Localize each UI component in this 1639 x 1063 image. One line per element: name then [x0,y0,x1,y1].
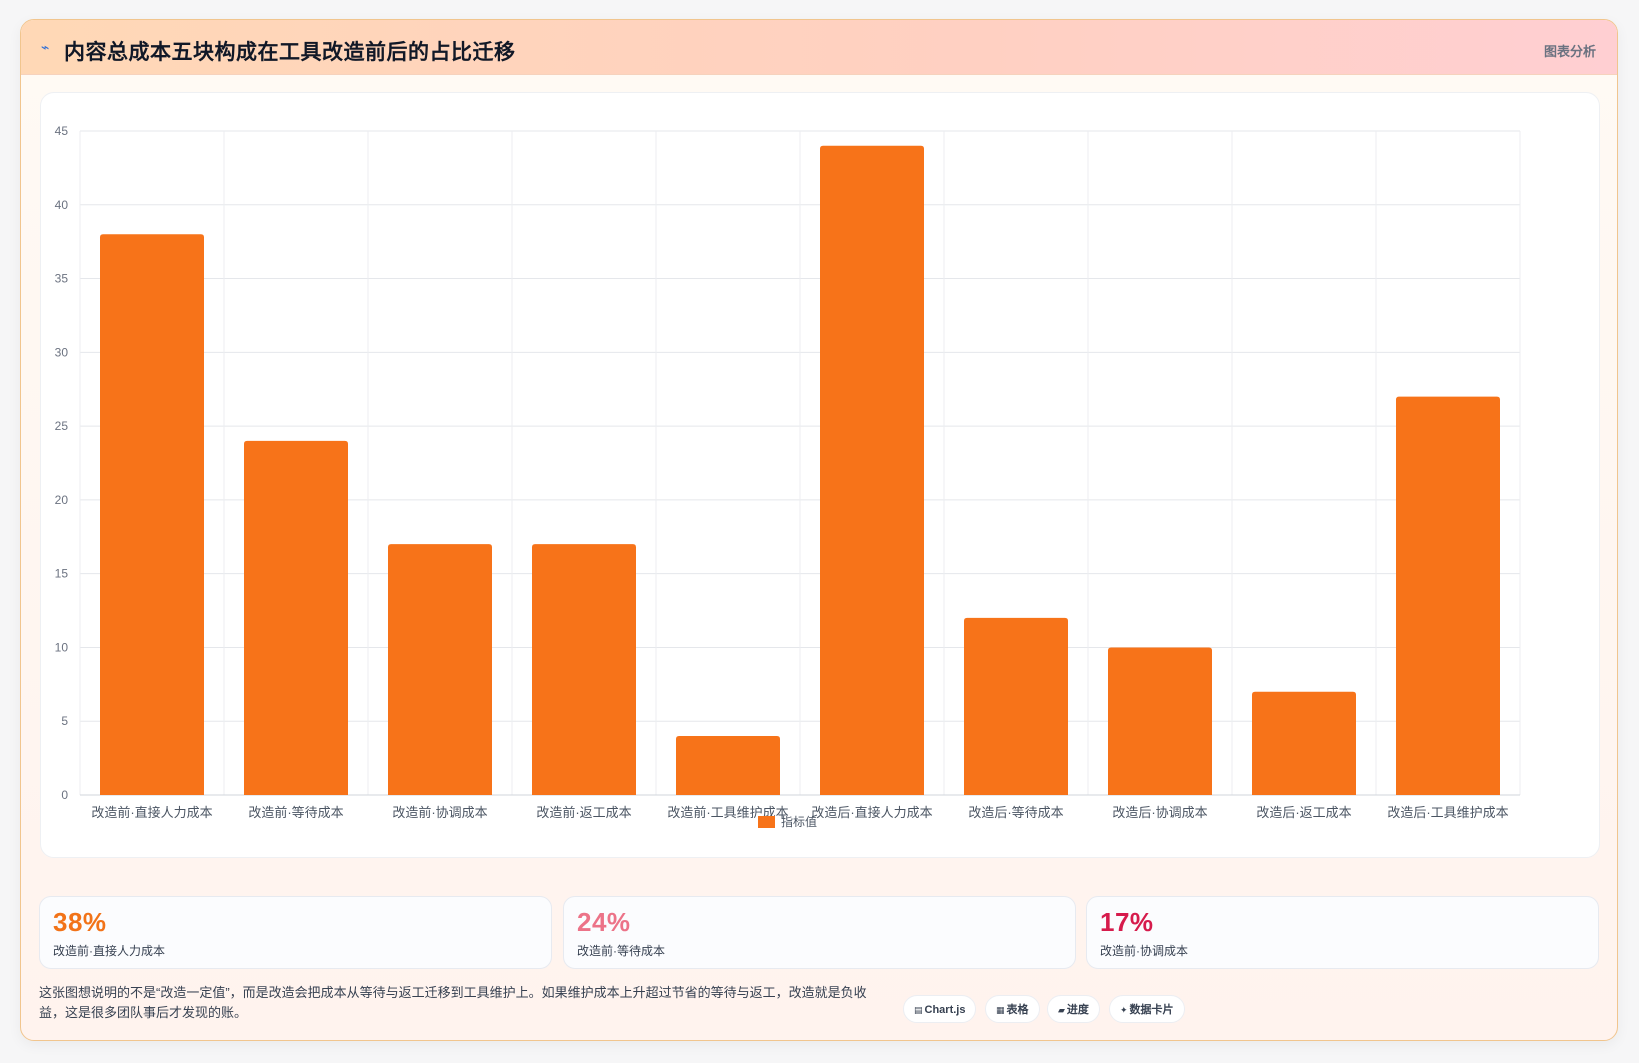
chart-analysis-badge: 图表分析 [1543,44,1596,59]
card-header: ⌁ 内容总成本五块构成在工具改造前后的占比迁移 图表分析 [21,20,1617,75]
bar [1252,691,1356,795]
y-tick-label: 40 [55,198,69,212]
bar [532,544,636,795]
chart-footnote: 这张图想说明的不是“改造一定值”，而是改造会把成本从等待与返工迁移到工具维护上。… [39,985,867,1020]
kpi-value: 38% [53,907,107,937]
table-icon: ▦ [996,1005,1005,1015]
tag-chartjs[interactable]: ▤ Chart.js [903,995,977,1023]
bar [820,145,924,795]
y-tick-label: 35 [55,272,69,286]
y-tick-label: 5 [61,714,68,728]
tag-label: 数据卡片 [1129,1004,1174,1016]
x-tick-label: 改造后·等待成本 [968,805,1063,820]
bar [100,234,204,796]
tag-label: Chart.js [924,1004,966,1016]
kpi-label: 改造前·协调成本 [1100,944,1188,958]
tag-data-card[interactable]: ✦ 数据卡片 [1109,995,1185,1023]
card-icon: ✦ [1120,1005,1128,1015]
kpi-value: 24% [577,907,631,937]
x-tick-label: 改造前·直接人力成本 [91,805,212,820]
y-tick-label: 15 [55,567,69,581]
y-tick-label: 10 [55,640,69,654]
kpi-label: 改造前·等待成本 [577,944,665,958]
kpi-card: 24% 改造前·等待成本 [563,896,1076,969]
tag-progress[interactable]: ▰ 进度 [1047,995,1100,1023]
legend-swatch [758,816,775,828]
x-tick-label: 改造前·等待成本 [248,805,343,820]
bar [1108,647,1212,795]
x-tick-label: 改造前·返工成本 [536,805,631,820]
x-tick-label: 改造后·直接人力成本 [811,805,932,820]
y-tick-label: 30 [55,345,69,359]
bar [676,735,780,795]
page-title: 内容总成本五块构成在工具改造前后的占比迁移 [64,41,516,64]
chart-line-icon: ⌁ [41,39,50,55]
x-tick-label: 改造前·协调成本 [392,805,487,820]
kpi-value: 17% [1100,907,1154,937]
chart-card: ⌁ 内容总成本五块构成在工具改造前后的占比迁移 图表分析 0 5 10 15 20 25 3… [20,19,1618,1041]
y-tick-label: 45 [55,124,69,138]
x-tick-label: 改造后·工具维护成本 [1387,805,1508,820]
x-tick-label: 改造后·返工成本 [1256,805,1351,820]
y-tick-label: 0 [61,788,68,802]
tag-label: 进度 [1066,1004,1089,1016]
tag-table[interactable]: ▦ 表格 [985,995,1040,1023]
x-tick-label: 改造后·协调成本 [1112,805,1207,820]
bar [244,440,348,795]
chart-icon: ▤ [914,1005,923,1015]
kpi-card: 38% 改造前·直接人力成本 [39,896,552,969]
y-tick-label: 25 [55,419,69,433]
bar [388,544,492,795]
legend-label: 指标值 [781,814,817,829]
bar [964,617,1068,795]
progress-icon: ▰ [1058,1005,1065,1015]
tag-label: 表格 [1006,1004,1029,1016]
bar [1396,396,1500,795]
y-tick-label: 20 [55,493,69,507]
kpi-card: 17% 改造前·协调成本 [1086,896,1599,969]
kpi-label: 改造前·直接人力成本 [53,944,165,958]
bar-chart: 0 5 10 15 20 25 30 35 40 45 改造前·直接人力成本 改造前·等待成本 改造前·… [55,124,1521,829]
chart-container: 0 5 10 15 20 25 30 35 40 45 改造前·直接人力成本 改造前·等待成本 改造前·… [40,92,1600,858]
